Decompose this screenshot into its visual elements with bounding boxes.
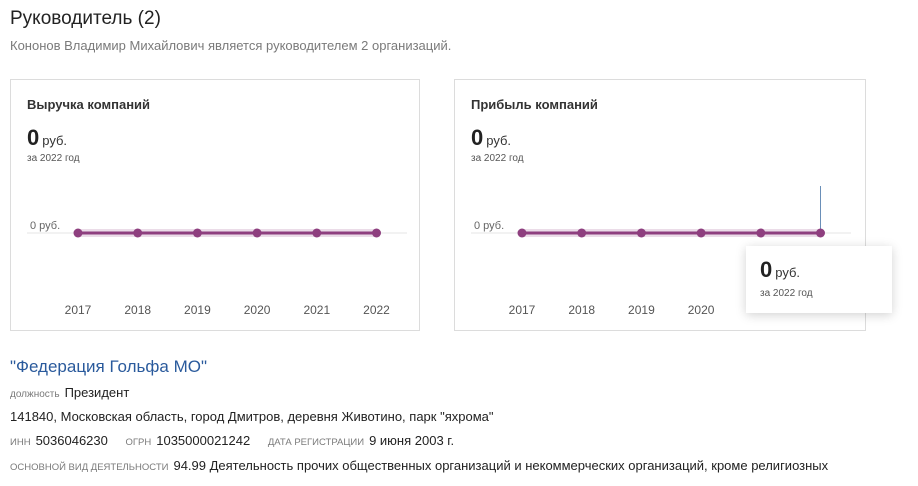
x-tick-label-2020: 2020 bbox=[688, 303, 715, 317]
revenue-card-title: Выручка компаний bbox=[27, 97, 151, 112]
data-point-2022[interactable] bbox=[816, 228, 825, 238]
data-point-2019[interactable] bbox=[192, 228, 202, 238]
tooltip-period: за 2022 год bbox=[760, 288, 813, 299]
profit-card-title: Прибыль компаний bbox=[471, 97, 598, 112]
data-point-2021[interactable] bbox=[756, 228, 766, 238]
data-point-2021[interactable] bbox=[312, 228, 322, 238]
revenue-chart[interactable]: 0 руб. 2017 2018 2019 2020 2021 2022 bbox=[11, 80, 421, 332]
revenue-value: 0 руб. bbox=[27, 125, 67, 151]
tooltip-value-unit: руб. bbox=[775, 265, 801, 280]
activity-value: 94.99 Деятельность прочих общественных о… bbox=[173, 458, 829, 473]
position-row: должность Президент bbox=[10, 385, 129, 400]
inn-value: 5036046230 bbox=[35, 433, 108, 448]
reg-date-value: 9 июня 2003 г. bbox=[369, 433, 455, 448]
revenue-value-number: 0 bbox=[27, 125, 40, 150]
x-tick-label-2018: 2018 bbox=[568, 303, 595, 317]
profit-value: 0 руб. bbox=[471, 125, 511, 151]
position-label: должность bbox=[10, 389, 60, 400]
chart-tooltip: 0 руб. за 2022 год bbox=[746, 246, 892, 313]
y-tick-label: 0 руб. bbox=[474, 220, 504, 232]
profit-chart[interactable]: 0 руб. 2017 2018 2019 2020 bbox=[455, 80, 867, 332]
activity-label: основной вид деятельности bbox=[10, 462, 169, 473]
revenue-period: за 2022 год bbox=[27, 153, 80, 164]
data-point-2020[interactable] bbox=[696, 228, 706, 238]
organization-name-link[interactable]: "Федерация Гольфа МО" bbox=[10, 357, 207, 376]
x-tick-label-2018: 2018 bbox=[124, 303, 151, 317]
x-tick-label-2019: 2019 bbox=[628, 303, 655, 317]
data-point-2018[interactable] bbox=[133, 228, 143, 238]
data-point-2019[interactable] bbox=[636, 228, 646, 238]
x-tick-label-2019: 2019 bbox=[184, 303, 211, 317]
revenue-card: Выручка компаний 0 руб. за 2022 год 0 руб… bbox=[10, 79, 420, 331]
profit-period: за 2022 год bbox=[471, 153, 524, 164]
inn-label: инн bbox=[10, 437, 31, 448]
address-row: 141840, Московская область, город Дмитро… bbox=[10, 409, 494, 424]
y-tick-label: 0 руб. bbox=[30, 220, 60, 232]
x-tick-label-2017: 2017 bbox=[509, 303, 536, 317]
tooltip-value: 0 руб. bbox=[760, 257, 800, 283]
registry-row: инн 5036046230 огрн 1035000021242 дата рег… bbox=[10, 433, 454, 448]
ogrn-value: 1035000021242 bbox=[156, 433, 251, 448]
profit-value-number: 0 bbox=[471, 125, 484, 150]
profit-value-unit: руб. bbox=[486, 133, 512, 148]
data-point-2020[interactable] bbox=[252, 228, 262, 238]
ogrn-label: огрн bbox=[125, 437, 152, 448]
data-point-2022[interactable] bbox=[372, 228, 381, 238]
section-title: Руководитель (2) bbox=[10, 8, 161, 29]
x-tick-label-2022: 2022 bbox=[363, 303, 390, 317]
data-point-2017[interactable] bbox=[517, 228, 527, 238]
x-tick-label-2020: 2020 bbox=[244, 303, 271, 317]
reg-date-label: дата регистрации bbox=[267, 437, 365, 448]
activity-row: основной вид деятельности 94.99 Деятельно… bbox=[10, 458, 828, 473]
section-subtitle: Кононов Владимир Михайлович является рук… bbox=[10, 38, 452, 53]
revenue-value-unit: руб. bbox=[42, 133, 68, 148]
data-point-2017[interactable] bbox=[73, 228, 83, 238]
x-tick-label-2021: 2021 bbox=[303, 303, 330, 317]
data-point-2018[interactable] bbox=[577, 228, 587, 238]
position-value: Президент bbox=[64, 385, 130, 400]
x-tick-label-2017: 2017 bbox=[65, 303, 92, 317]
tooltip-value-number: 0 bbox=[760, 257, 773, 282]
